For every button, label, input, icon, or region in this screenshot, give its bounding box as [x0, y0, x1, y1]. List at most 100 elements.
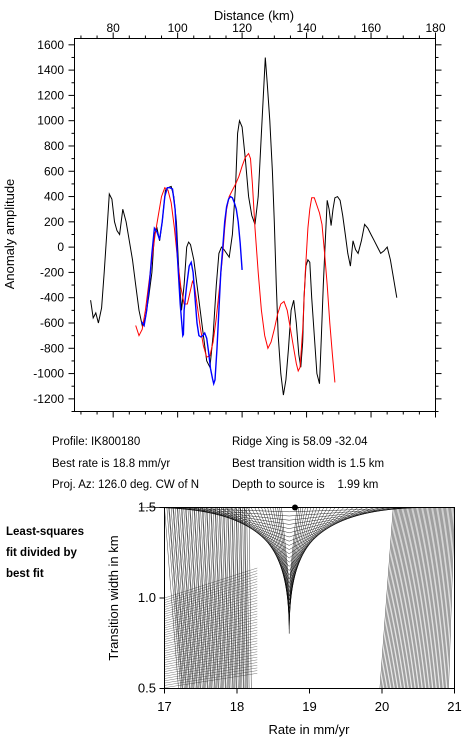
- contour-line: [418, 507, 429, 689]
- contour-line: [191, 507, 203, 689]
- contour-line: [164, 651, 258, 670]
- contour-line: [445, 507, 453, 689]
- contour-line: [164, 643, 258, 663]
- contour-line: [402, 507, 414, 689]
- x-tick-label: 100: [168, 21, 188, 35]
- contour-line: [180, 507, 398, 529]
- contour-line: [168, 507, 183, 689]
- contour-line: [411, 507, 423, 689]
- contour-line: [194, 507, 205, 689]
- contour-line: [383, 507, 398, 689]
- contour-line: [425, 507, 435, 689]
- contour-line: [227, 507, 234, 689]
- y-tick-label: -800: [40, 341, 64, 355]
- contour-line: [424, 507, 434, 689]
- contour-line: [382, 507, 396, 689]
- x-tick-label: 120: [232, 21, 252, 35]
- contour-line: [277, 507, 302, 626]
- contour-line: [166, 507, 181, 689]
- x-tick-label: 140: [297, 21, 317, 35]
- profile-label: Profile: IK800180: [52, 436, 141, 448]
- contour-line: [432, 507, 441, 689]
- contour-line: [270, 507, 309, 613]
- contour-line: [399, 507, 411, 689]
- misfit-description-line2: fit divided by: [6, 547, 77, 559]
- contour-line: [181, 507, 194, 689]
- contour-line: [174, 507, 405, 525]
- contour-line: [198, 507, 380, 542]
- contour-line: [164, 632, 258, 654]
- contour-line: [423, 507, 433, 689]
- contour-line: [444, 507, 451, 689]
- contour-line: [233, 507, 239, 689]
- depth-label: Depth to source is 1.99 km: [232, 479, 379, 491]
- contour-line: [164, 670, 258, 686]
- projection-azimuth-label: Proj. Az: 126.0 deg. CW of N: [52, 479, 200, 491]
- width-tick-label: 0.5: [138, 681, 156, 696]
- contour-line: [202, 507, 212, 689]
- anomaly-axis-ticks: 80 100 120 140 160 180 -1200 -1000 -800 -600 -400 -…: [33, 21, 446, 418]
- rate-tick-label: 19: [302, 699, 316, 714]
- contour-line: [175, 507, 189, 689]
- contour-line: [421, 507, 431, 689]
- contour-line: [164, 646, 258, 665]
- y-tick-label: -200: [40, 265, 64, 279]
- y-tick-label: 1600: [37, 38, 64, 52]
- contour-line: [164, 619, 258, 642]
- contour-line: [164, 605, 258, 631]
- contour-line: [212, 507, 221, 689]
- contour-line: [204, 507, 375, 546]
- contour-line: [434, 507, 443, 689]
- contour-line: [417, 507, 428, 689]
- best-width-label: Best transition width is 1.5 km: [232, 458, 385, 470]
- contour-line: [393, 507, 406, 689]
- contour-line: [229, 507, 235, 689]
- misfit-description-line1: Least-squares: [6, 526, 84, 538]
- contour-line: [416, 507, 426, 689]
- contour-line: [244, 507, 248, 689]
- x-tick-label: 80: [106, 21, 120, 35]
- contour-line: [400, 507, 413, 689]
- contour-line: [396, 507, 409, 689]
- contour-line: [164, 586, 258, 615]
- x-axis-title-distance: Distance (km): [214, 8, 294, 23]
- y-tick-label: 600: [44, 164, 64, 178]
- best-fit-marker: [292, 504, 298, 511]
- contour-line: [164, 584, 258, 612]
- contour-line: [379, 507, 394, 689]
- contour-line: [208, 507, 217, 689]
- contour-line: [388, 507, 401, 689]
- contour-line: [427, 507, 436, 689]
- contour-line: [179, 507, 192, 689]
- contour-line: [250, 507, 328, 589]
- contour-line: [385, 507, 399, 689]
- contour-line: [438, 507, 446, 689]
- x-tick-label: 160: [361, 21, 381, 35]
- y-tick-label: 1200: [37, 88, 64, 102]
- contour-line: [164, 654, 258, 672]
- contour-line: [242, 507, 246, 689]
- contour-line: [392, 507, 405, 689]
- y-tick-label: 1400: [37, 63, 64, 77]
- contour-line: [164, 659, 258, 677]
- contour-line: [185, 507, 197, 689]
- contour-line: [240, 507, 245, 689]
- y-tick-label: -400: [40, 291, 64, 305]
- contour-line: [164, 578, 258, 608]
- contour-line: [239, 507, 244, 689]
- contour-line: [167, 507, 411, 521]
- contour-line: [164, 627, 258, 649]
- rate-tick-label: 18: [230, 699, 244, 714]
- contour-line: [204, 507, 214, 689]
- contour-line: [164, 624, 258, 647]
- contour-line: [431, 507, 440, 689]
- contour-line: [238, 507, 243, 689]
- contour-line: [164, 611, 258, 635]
- misfit-description-line3: best fit: [6, 568, 44, 580]
- contour-line: [164, 621, 258, 645]
- contour-line: [164, 573, 258, 603]
- anomaly-plot-frame: [74, 38, 436, 412]
- contour-line: [164, 613, 258, 638]
- contour-line: [390, 507, 404, 689]
- contour-line: [223, 507, 230, 689]
